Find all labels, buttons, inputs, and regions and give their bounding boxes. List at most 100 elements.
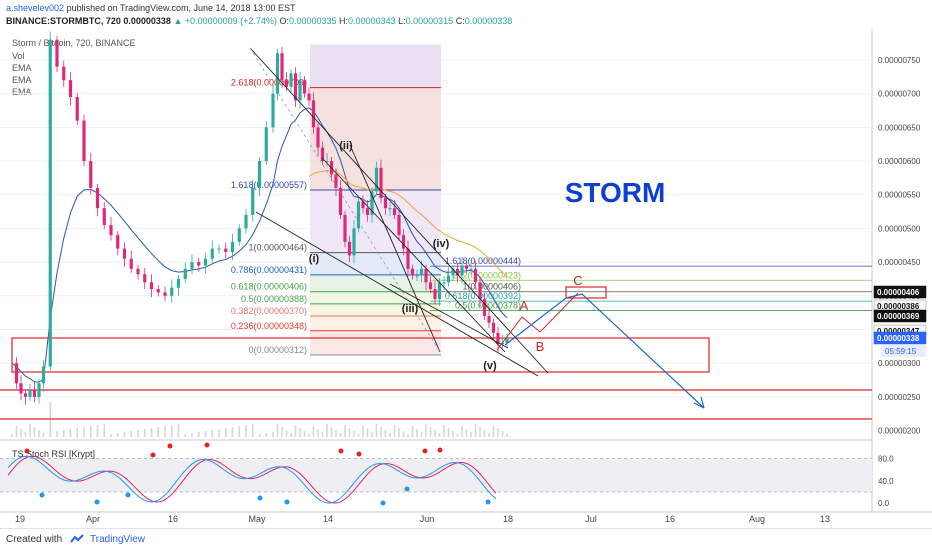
candle-body [352,228,356,256]
candle-body [156,289,160,293]
wedge-trendline [255,211,539,377]
ext-level-label: 0.5(0.00000378) [455,301,521,311]
volume-bar [294,425,297,437]
volume-bar [150,428,153,437]
oversold-dot [404,486,410,492]
candle-body [505,337,509,343]
candle-body [264,127,268,162]
volume-bar [389,433,391,437]
candle-body [289,73,293,87]
volume-bar [317,429,319,437]
candle-body [302,80,307,94]
oversold-dot [380,500,386,506]
volume-bar [299,428,301,437]
author-link[interactable]: a.shevelev002 [6,3,65,13]
fib-zone [310,315,441,331]
volume-bar [177,424,180,437]
candle-body [433,289,437,300]
volume-bar [425,424,427,437]
volume-bar [157,427,160,437]
candle-body [75,97,79,121]
fib-level-label: 1.618(0.00000557) [231,180,307,190]
volume-bar [429,427,432,437]
published-text: published on TradingView.com, June 14, 2… [66,3,296,13]
wave-label: (iii) [402,303,419,315]
low-label: L: [398,16,406,26]
candle-body [82,120,86,162]
volume-bar [353,431,355,437]
volume-bar [501,431,504,437]
legend-ema-3: EMA [12,87,32,97]
candle-body [406,248,410,269]
volume-bar [76,428,79,437]
overbought-dot [167,443,173,449]
time-tick-label: Aug [749,514,765,524]
tradingview-logo-icon [70,534,84,543]
close-value: 0.00000338 [464,16,513,26]
volume-bar [461,426,463,437]
candle-body [102,208,106,226]
volume-bar [258,434,261,437]
volume-bar [290,433,292,437]
volume-bar [497,428,499,437]
candle-body [451,268,455,276]
volume-bar [116,433,119,437]
fib-zone [310,189,441,253]
price-tick-label: 0.00000600 [878,157,921,166]
price-marker-bg [873,285,927,299]
ema-lines [11,107,508,383]
candle-body [343,214,347,242]
candle-body [442,282,446,284]
volume-bar [344,425,346,437]
candle-body [19,383,23,394]
price-tick-label: 0.00000650 [878,123,921,132]
oversold-dot [39,492,45,498]
high-value: 0.00000343 [348,16,396,26]
candle-body [415,275,419,277]
volume-bar [204,431,207,437]
volume-bar [438,433,441,437]
overbought-dot [204,442,210,448]
indicator-title: TS Stoch RSI [Krypt] [12,449,95,459]
volume-bar [447,428,450,437]
candle-body [455,268,460,276]
stoch-k-line [7,455,497,504]
volume-bar [366,429,369,437]
fib-retracement: 0(0.00000312) 0.236(0.00000348) 0.382(0.00… [231,78,441,356]
candle-body [374,167,379,192]
time-tick-label: 16 [665,514,675,524]
price-marker-label: 0.00000369 [877,312,920,321]
oversold-dot [125,492,131,498]
candle-body [32,390,37,397]
price-tick-label: 0.00000500 [878,224,921,233]
candle-body [129,258,133,269]
volume-bar [38,430,40,437]
candle-body [14,363,19,384]
candle-body [217,248,221,250]
candle-body [383,198,388,209]
stoch-rsi-pane: TS Stoch RSI [Krypt] 80.0 40.0 0.0 [0,442,894,508]
volume-bar [69,429,72,437]
price-tick-label: 0.00000450 [878,258,921,267]
candle-body [251,187,255,215]
volume-bar [56,431,58,437]
candle-body [298,80,302,101]
created-with-label: Created with [6,534,63,545]
ext-level-label: 1.272(0.00000423) [445,270,521,280]
candle-body [280,53,284,81]
price-marker-label: 0.00000347 [877,327,920,336]
volume-bar [488,433,490,437]
price-chart[interactable]: Storm / Bitcoin, 720, BINANCE Vol EMA EM… [0,0,932,528]
volume-bar [348,428,351,437]
brand-link[interactable]: TradingView [90,534,146,545]
stoch-tick-label: 80.0 [878,454,894,463]
candle-body [446,275,451,283]
price-change: ▲ +0.00000009 (+2.74%) [173,16,277,26]
wave-label: (ii) [339,140,353,152]
volume-bar [285,430,288,437]
volume-bar [492,425,495,437]
wedge-trendline [249,47,549,374]
candle-body [197,262,201,266]
volume-bar [272,432,274,437]
volume-bar [89,426,92,437]
